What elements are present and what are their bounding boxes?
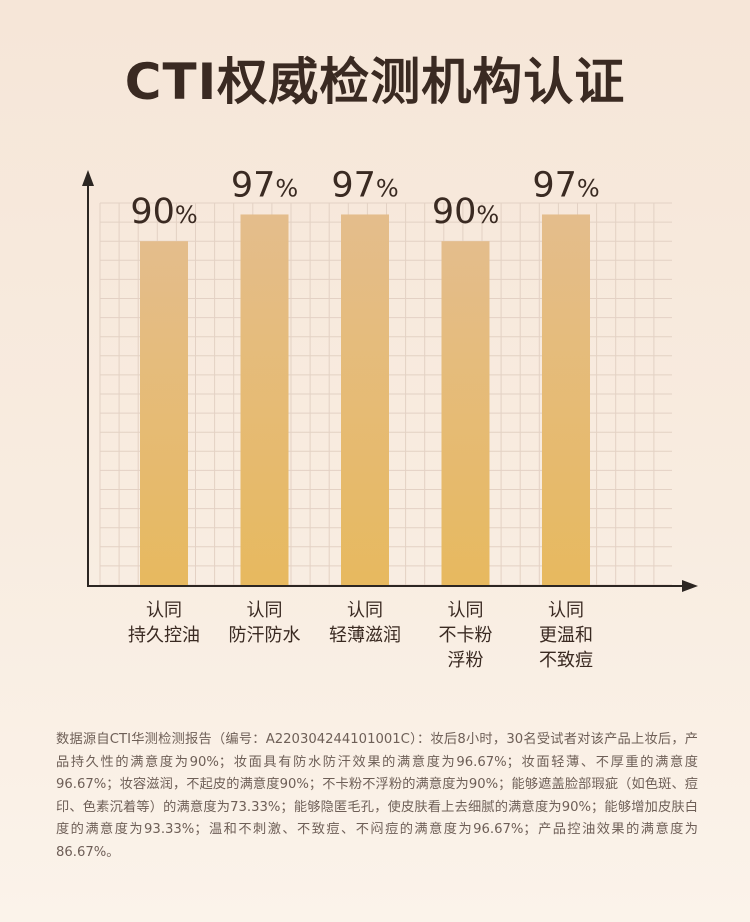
x-axis-arrow <box>682 580 698 592</box>
bar-value-label: 97% <box>331 165 398 205</box>
chart-axes <box>82 170 698 592</box>
category-label-line: 不致痘 <box>539 650 593 671</box>
bar <box>341 214 389 585</box>
bar-value-label: 90% <box>130 192 197 232</box>
category-label-line: 认同 <box>146 600 182 621</box>
category-label: 认同 防汗防水 <box>205 598 325 648</box>
category-label-line: 认同 <box>447 600 484 621</box>
category-label: 认同 更温和 不致痘 <box>506 598 626 673</box>
category-label-line: 认同 <box>246 600 283 621</box>
category-label-line: 持久控油 <box>128 625 200 646</box>
category-label-line: 认同 <box>548 600 584 621</box>
category-label-line: 轻薄滋润 <box>329 625 401 646</box>
bar <box>140 241 188 585</box>
value-labels: 90% 97% 97% 90% 97% <box>130 165 599 232</box>
page-title: CTI权威检测机构认证 <box>124 53 626 111</box>
category-label-line: 更温和 <box>539 625 593 646</box>
category-label-line: 浮粉 <box>447 650 484 671</box>
y-axis-arrow <box>82 170 94 186</box>
bar-value-label: 97% <box>231 165 298 205</box>
bar <box>542 214 590 585</box>
bar-value-label: 90% <box>432 192 499 232</box>
category-label: 认同 轻薄滋润 <box>305 598 425 648</box>
category-label-line: 不卡粉 <box>438 625 493 646</box>
bar <box>240 214 289 585</box>
bars <box>140 214 590 585</box>
category-label: 认同 不卡粉 浮粉 <box>406 598 526 673</box>
category-label-line: 防汗防水 <box>228 625 301 646</box>
category-label-line: 认同 <box>347 600 383 621</box>
bar-value-label: 97% <box>532 165 599 205</box>
bar <box>441 241 490 585</box>
footnote: 数据源自CTI华测检测报告（编号：A220304244101001C）：妆后8小… <box>56 732 698 860</box>
category-label: 认同 持久控油 <box>104 598 224 648</box>
